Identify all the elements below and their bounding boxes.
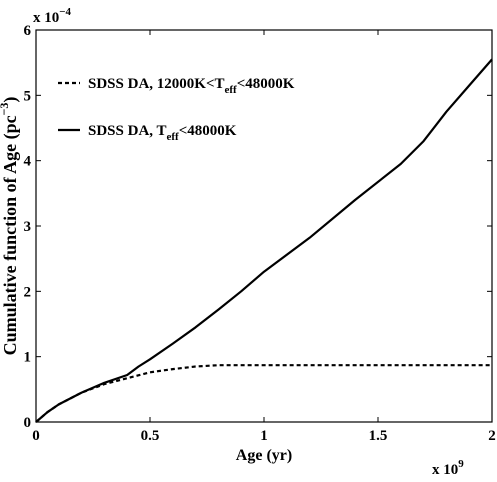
x-multiplier-base: x 10 (432, 462, 458, 478)
y-tick-label: 2 (24, 284, 32, 300)
y-tick-label: 1 (24, 350, 32, 366)
x-multiplier-exp: 9 (458, 458, 464, 470)
series-layer (35, 58, 493, 423)
legend-entry-solid-sub: eff (167, 131, 180, 143)
y-tick-label: 4 (24, 154, 32, 170)
x-tick-label: 1.5 (369, 428, 388, 444)
legend-entry-dashed-sub: eff (225, 84, 238, 96)
legend-entry-dashed-name: SDSS DA, 12000K<T (88, 76, 225, 92)
y-axis-label-main: Cumulative function of Age (pc (0, 115, 21, 355)
y-multiplier-base: x 10 (33, 10, 59, 26)
legend-entry-dashed-tail: <48000K (237, 76, 295, 92)
legend-entry-solid-tail: <48000K (179, 123, 237, 139)
x-tick-label: 0 (32, 428, 40, 444)
y-axis-label-close: ) (0, 97, 21, 103)
x-tick-label: 0.5 (141, 428, 160, 444)
x-tick-label: 1 (260, 428, 268, 444)
series-line-dashed (35, 364, 492, 423)
y-tick-label: 5 (24, 88, 32, 104)
legend-entry-solid: SDSS DA, Teff<48000K (88, 123, 237, 143)
y-tick-label: 6 (24, 23, 32, 39)
y-multiplier-exp: −4 (59, 6, 71, 18)
y-multiplier: x 10−4 (33, 6, 72, 26)
x-axis-label: Age (yr) (236, 447, 292, 464)
ticks-layer: 0 0.5 1 1.5 2 0 1 2 3 4 5 6 (24, 23, 496, 444)
x-tick-label: 2 (488, 428, 496, 444)
y-tick-label: 3 (24, 219, 32, 235)
y-axis-label: Cumulative function of Age (pc−3) (0, 97, 21, 356)
series-line-solid (35, 58, 493, 423)
legend-entry-dashed: SDSS DA, 12000K<Teff<48000K (88, 76, 295, 96)
x-multiplier: x 109 (432, 458, 464, 478)
legend-entry-solid-name: SDSS DA, T (88, 123, 167, 139)
legend: SDSS DA, 12000K<Teff<48000K SDSS DA, Tef… (58, 76, 295, 143)
y-tick-label: 0 (24, 415, 32, 431)
y-axis-label-exp: −3 (0, 103, 11, 116)
